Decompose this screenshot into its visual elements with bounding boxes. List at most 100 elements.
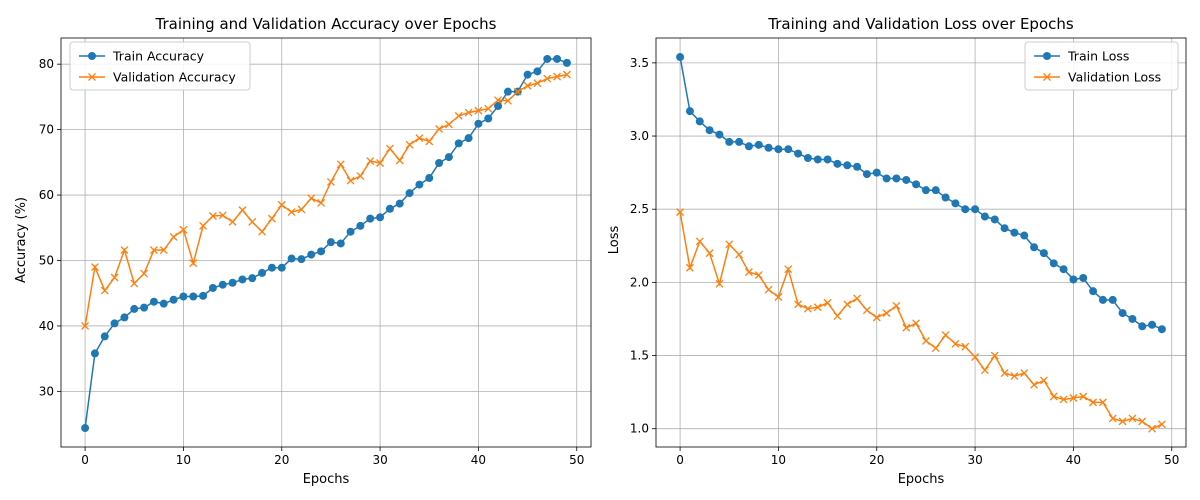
data-point <box>307 250 316 259</box>
data-point <box>1089 287 1098 296</box>
y-tick-label: 50 <box>39 253 54 267</box>
series-train-loss <box>676 53 1166 334</box>
data-point <box>764 143 773 152</box>
y-tick-label: 80 <box>39 57 54 71</box>
data-point <box>794 300 803 309</box>
data-point <box>238 275 247 284</box>
data-point <box>267 263 276 272</box>
legend-box <box>69 41 251 91</box>
x-tick-label: 30 <box>967 453 982 467</box>
data-point <box>297 205 306 214</box>
data-point <box>784 265 793 274</box>
legend-entry: Validation Loss <box>1034 70 1161 85</box>
data-point <box>454 139 463 148</box>
data-point <box>464 134 473 143</box>
data-point <box>1148 424 1157 433</box>
data-point <box>931 186 940 195</box>
data-point <box>1157 420 1166 429</box>
data-point <box>395 199 404 208</box>
data-point <box>543 74 552 83</box>
data-point <box>120 246 129 254</box>
data-point <box>189 292 198 301</box>
data-point <box>1069 275 1078 284</box>
data-point <box>149 297 158 306</box>
data-point <box>149 246 158 254</box>
data-point <box>159 246 168 254</box>
x-tick-label: 0 <box>81 453 89 467</box>
data-point <box>523 70 532 79</box>
data-point <box>267 214 276 223</box>
data-point <box>503 96 512 105</box>
legend-label: Validation Accuracy <box>113 70 236 85</box>
data-point <box>444 120 453 129</box>
data-point <box>169 232 178 241</box>
data-point <box>1039 376 1048 385</box>
data-point <box>533 79 542 88</box>
data-point <box>764 285 773 294</box>
data-point <box>1128 414 1137 423</box>
data-point <box>140 269 149 278</box>
data-point <box>130 279 139 288</box>
axes-frame <box>655 37 1187 448</box>
data-point <box>110 273 119 282</box>
data-point <box>685 263 694 272</box>
data-point <box>317 198 326 207</box>
data-point <box>1098 398 1107 407</box>
legend-marker <box>1043 73 1051 81</box>
data-point <box>464 108 473 117</box>
data-point <box>287 254 296 263</box>
y-tick-label: 30 <box>39 384 54 398</box>
data-point <box>862 306 871 315</box>
data-point <box>336 239 345 248</box>
data-point <box>902 323 911 332</box>
data-point <box>258 227 267 236</box>
legend-label: Train Loss <box>1067 49 1129 64</box>
data-point <box>1108 414 1117 423</box>
data-point <box>484 114 493 123</box>
data-point <box>454 111 463 120</box>
data-point <box>258 268 267 277</box>
data-point <box>405 140 414 149</box>
data-point <box>715 279 724 288</box>
data-point <box>346 227 355 236</box>
data-point <box>474 119 483 128</box>
data-point <box>553 72 562 81</box>
data-point <box>1020 369 1029 378</box>
data-point <box>179 225 188 234</box>
x-tick-label: 20 <box>869 453 884 467</box>
data-point <box>297 255 306 264</box>
data-point <box>921 336 930 345</box>
y-axis-label: Accuracy (%) <box>14 197 29 283</box>
legend-marker <box>88 52 96 60</box>
data-point <box>774 145 783 154</box>
series-validation-loss <box>676 208 1166 433</box>
series-train-accuracy <box>81 54 571 433</box>
y-axis-label: Loss <box>607 226 622 255</box>
data-point <box>228 278 237 287</box>
data-point <box>833 159 842 168</box>
y-tick-label: 3.5 <box>630 56 649 70</box>
data-point <box>425 137 434 146</box>
data-point <box>326 178 335 186</box>
data-point <box>1128 314 1137 323</box>
data-point <box>317 247 326 256</box>
data-point <box>169 295 178 304</box>
data-point <box>1059 265 1068 274</box>
legend-box <box>1024 41 1179 91</box>
data-point <box>199 221 208 230</box>
data-point <box>892 301 901 310</box>
data-point <box>307 194 316 203</box>
data-point <box>892 174 901 183</box>
data-point <box>100 332 109 341</box>
data-point <box>356 172 365 181</box>
chart-title: Training and Validation Accuracy over Ep… <box>155 15 497 33</box>
data-point <box>1000 224 1009 233</box>
x-tick-label: 10 <box>771 453 786 467</box>
accuracy-chart: Training and Validation Accuracy over Ep… <box>14 15 592 487</box>
data-point <box>902 175 911 184</box>
x-tick-label: 20 <box>274 453 289 467</box>
data-point <box>961 342 970 351</box>
data-point <box>90 349 99 358</box>
data-point <box>853 162 862 171</box>
